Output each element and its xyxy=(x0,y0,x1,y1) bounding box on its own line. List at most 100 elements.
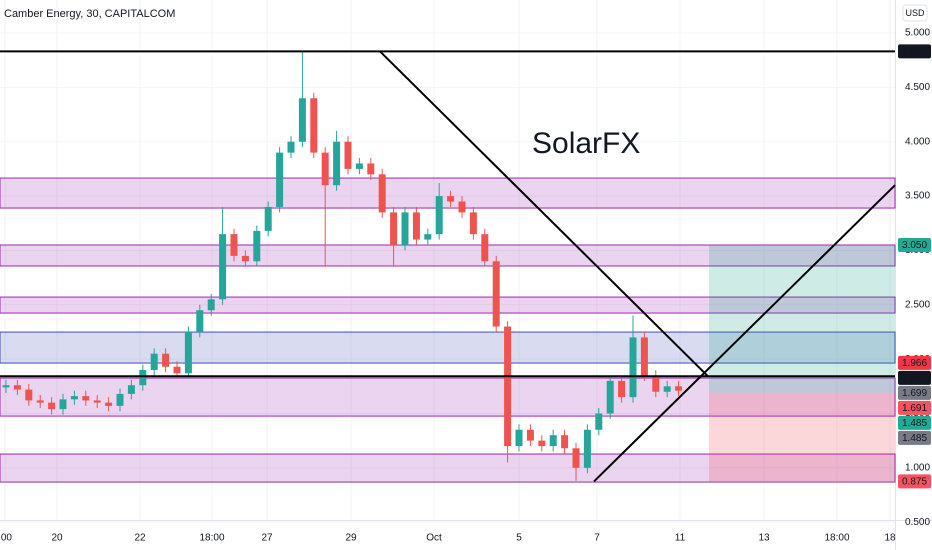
y-tick-label: 5.000 xyxy=(905,28,930,39)
candle-body xyxy=(367,163,375,175)
price-label: 1.842 xyxy=(902,373,927,384)
currency-box[interactable] xyxy=(902,4,928,22)
candle-body xyxy=(378,174,386,213)
candle-body xyxy=(355,163,363,169)
candle-body xyxy=(583,429,591,468)
price-label-badge xyxy=(898,430,931,445)
watermark: SolarFX xyxy=(532,127,640,160)
candle-body xyxy=(25,389,33,401)
candle-body xyxy=(458,201,466,213)
candle-body xyxy=(253,230,261,262)
plot: SolarFX xyxy=(0,0,896,523)
y-tick-label: 4.500 xyxy=(905,82,930,93)
candle-body xyxy=(538,440,546,447)
candle-body xyxy=(572,448,580,468)
price-label-badge xyxy=(898,400,931,415)
price-label: 1.485 xyxy=(902,418,927,429)
price-label-badge xyxy=(898,474,931,489)
zone xyxy=(0,296,896,314)
candle-body xyxy=(469,212,477,235)
x-tick-label: 29 xyxy=(345,533,357,544)
candle-body xyxy=(230,234,238,256)
price-label: 4.831 xyxy=(902,47,927,58)
candle-body xyxy=(629,337,637,398)
candle-body xyxy=(184,331,192,374)
candle-body xyxy=(287,141,295,153)
candle-body xyxy=(48,402,56,410)
candle-body xyxy=(13,385,21,390)
price-label-badge xyxy=(898,415,931,430)
price-label: 1.691 xyxy=(902,403,927,414)
candle-body xyxy=(116,393,124,406)
zone xyxy=(0,177,896,209)
candle-body xyxy=(606,380,614,414)
candle-body xyxy=(36,400,44,403)
candle-body xyxy=(640,337,648,376)
candle-body xyxy=(82,396,90,401)
x-tick-label: 5 xyxy=(516,533,522,544)
price-label-badge xyxy=(898,355,931,370)
candle-body xyxy=(150,353,158,370)
y-tick-label: 4.000 xyxy=(905,136,930,147)
zone xyxy=(0,453,896,483)
price-label: 1.485 xyxy=(902,433,927,444)
x-tick-label: 20 xyxy=(51,533,63,544)
candle-body xyxy=(504,326,512,447)
x-tick-label: 18 xyxy=(884,533,896,544)
candle-body xyxy=(162,353,170,367)
candle-body xyxy=(333,141,341,186)
zone xyxy=(0,377,896,417)
candle-body xyxy=(70,396,78,400)
price-label: 1.699 xyxy=(902,388,927,399)
price-label-badge xyxy=(898,44,931,59)
candle-body xyxy=(595,413,603,430)
candle-body xyxy=(298,98,306,142)
position-loss xyxy=(709,392,895,482)
candle-body xyxy=(59,399,67,410)
price-label-badge xyxy=(898,385,931,400)
y-tick-label: 0.500 xyxy=(905,517,930,528)
y-tick-label: 2.500 xyxy=(905,299,930,310)
y-tick-label: 1.000 xyxy=(905,462,930,473)
candle-body xyxy=(2,385,10,388)
candle-body xyxy=(412,212,420,240)
candle-body xyxy=(526,429,534,441)
candle-body xyxy=(618,380,626,398)
candle-body xyxy=(241,255,249,262)
candle-body xyxy=(675,386,683,391)
x-tick-label: :00 xyxy=(0,533,12,544)
trendline xyxy=(593,184,896,483)
x-tick-label: Oct xyxy=(426,533,442,544)
candle-body xyxy=(435,196,443,235)
candle-body xyxy=(481,234,489,262)
candle-body xyxy=(492,261,500,327)
candle-body xyxy=(390,212,398,245)
x-tick-label: 13 xyxy=(758,533,770,544)
price-label-badge xyxy=(898,370,931,385)
currency: USD xyxy=(905,8,925,18)
candle-body xyxy=(264,206,272,231)
x-tick-label: 18:00 xyxy=(199,533,224,544)
price-label: 0.875 xyxy=(902,477,927,488)
candle-body xyxy=(207,299,215,311)
zone xyxy=(0,331,896,364)
x-tick-label: 18:00 xyxy=(824,533,849,544)
trendline xyxy=(379,50,709,378)
candle-body xyxy=(105,402,113,406)
position-profit xyxy=(709,245,895,393)
price-label: 1.966 xyxy=(902,358,927,369)
candle-body xyxy=(127,385,135,394)
x-tick-label: 11 xyxy=(675,533,686,544)
candle-body xyxy=(663,386,671,392)
candle-body xyxy=(401,212,409,245)
x-tick-label: 7 xyxy=(594,533,600,544)
candle-body xyxy=(276,152,284,207)
candle-body xyxy=(424,234,432,240)
price-label: 3.050 xyxy=(902,240,927,251)
candle-body xyxy=(561,435,569,449)
symbol-title: Camber Energy, 30, CAPITALCOM xyxy=(4,8,175,20)
price-label-badge xyxy=(898,238,931,252)
candle-body xyxy=(652,375,660,392)
